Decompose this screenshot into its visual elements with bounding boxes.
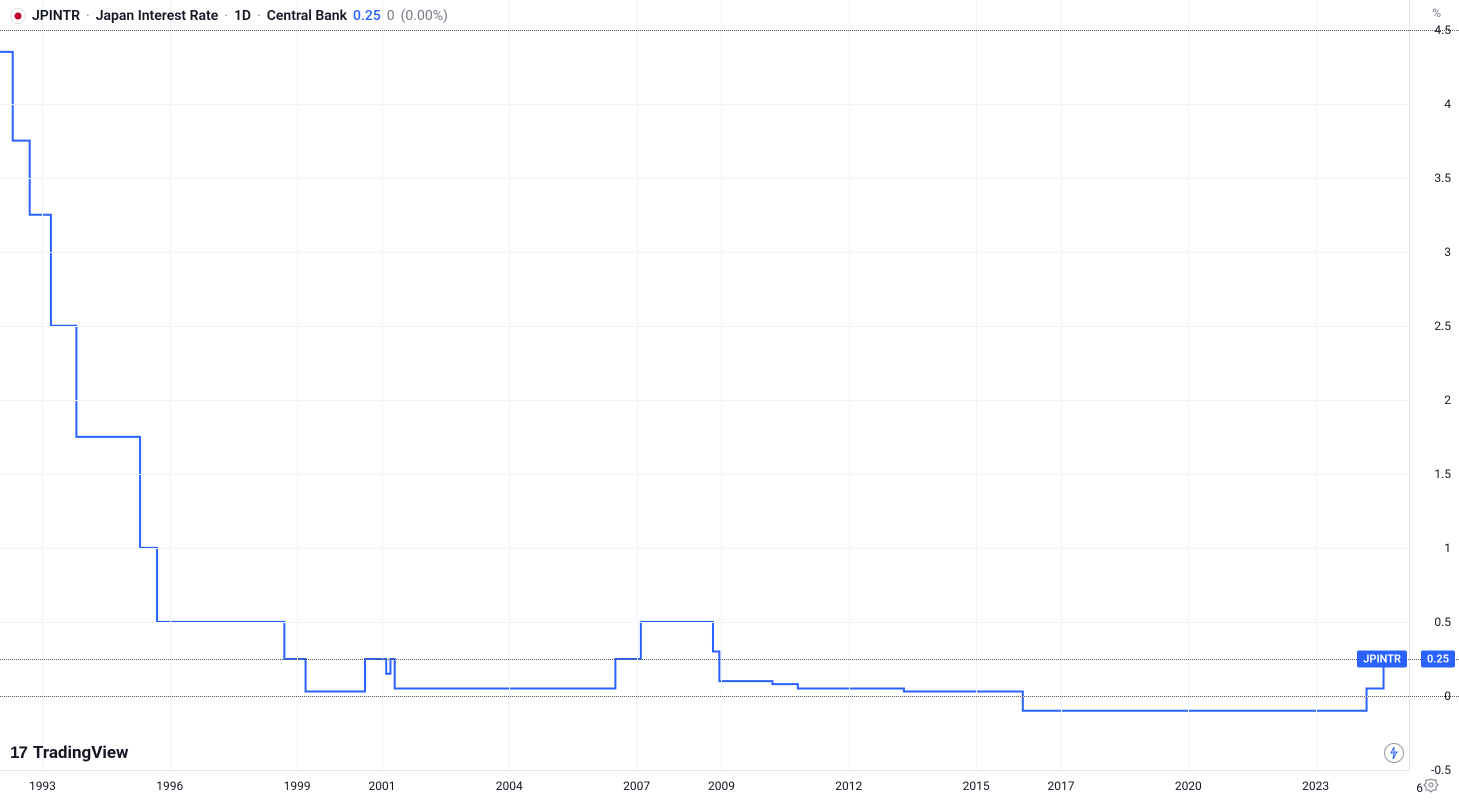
tv-logo-icon: 17 (10, 743, 27, 763)
goto-label[interactable]: 6 (1416, 781, 1423, 795)
x-tick-label: 2009 (708, 779, 735, 793)
gridline-vertical (849, 0, 850, 770)
y-tick-label: 3.5 (1434, 171, 1451, 185)
y-tick-label: 1 (1444, 541, 1451, 555)
x-tick-label: 2020 (1175, 779, 1202, 793)
price-line (0, 0, 1409, 770)
x-tick-label: 2015 (963, 779, 990, 793)
gridline-vertical (509, 0, 510, 770)
gridline-vertical (382, 0, 383, 770)
gridline-horizontal (0, 474, 1409, 475)
y-axis-unit: % (1432, 6, 1441, 20)
ticker-symbol[interactable]: JPINTR (32, 8, 80, 24)
y-tick-label: 4 (1444, 97, 1451, 111)
gridline-vertical (637, 0, 638, 770)
current-price-tag: 0.25 (1421, 650, 1455, 667)
tradingview-watermark: 17 TradingView (10, 743, 129, 763)
y-tick-label: 2 (1444, 393, 1451, 407)
gridline-vertical (1188, 0, 1189, 770)
plot-area[interactable] (0, 0, 1409, 770)
x-tick-label: 2012 (835, 779, 862, 793)
y-tick-label: 4.5 (1434, 23, 1451, 37)
source-label: Central Bank (267, 8, 347, 24)
change-percent: (0.00%) (401, 8, 448, 24)
y-tick-label: 0 (1444, 689, 1451, 703)
x-tick-label: 1999 (284, 779, 311, 793)
reference-line (0, 30, 1459, 31)
y-tick-label: 1.5 (1434, 467, 1451, 481)
watermark-text: TradingView (33, 743, 129, 763)
x-tick-label: 2007 (623, 779, 650, 793)
current-value: 0.25 (353, 8, 381, 24)
gridline-vertical (976, 0, 977, 770)
x-tick-label: 2001 (368, 779, 395, 793)
x-tick-label: 2017 (1047, 779, 1074, 793)
gridline-horizontal (0, 548, 1409, 549)
y-tick-label: 3 (1444, 245, 1451, 259)
x-tick-label: 2004 (496, 779, 523, 793)
y-axis[interactable]: % -0.500.511.522.533.544.50.25 (1409, 0, 1459, 770)
gridline-horizontal (0, 104, 1409, 105)
gridline-horizontal (0, 400, 1409, 401)
gridline-vertical (721, 0, 722, 770)
x-tick-label: 1993 (29, 779, 56, 793)
y-tick-label: 0.5 (1434, 615, 1451, 629)
gridline-vertical (1316, 0, 1317, 770)
ticker-price-tag: JPINTR (1357, 650, 1407, 667)
timeframe-label[interactable]: 1D (234, 8, 251, 24)
gridline-vertical (170, 0, 171, 770)
gridline-vertical (297, 0, 298, 770)
gridline-vertical (1061, 0, 1062, 770)
gridline-horizontal (0, 622, 1409, 623)
y-tick-label: -0.5 (1431, 763, 1451, 777)
flash-icon[interactable] (1384, 743, 1404, 763)
y-tick-label: 2.5 (1434, 319, 1451, 333)
gridline-vertical (42, 0, 43, 770)
x-tick-label: 2023 (1302, 779, 1329, 793)
x-tick-label: 1996 (156, 779, 183, 793)
chart-container: JPINTR · Japan Interest Rate · 1D · Cent… (0, 0, 1459, 803)
reference-line (0, 659, 1459, 660)
gridline-horizontal (0, 252, 1409, 253)
bottom-icons (1384, 743, 1404, 763)
gridline-horizontal (0, 326, 1409, 327)
ticker-description: Japan Interest Rate (96, 8, 219, 24)
settings-icon[interactable] (1423, 777, 1441, 795)
reference-line (0, 696, 1459, 697)
change-absolute: 0 (387, 8, 395, 24)
gridline-horizontal (0, 178, 1409, 179)
x-axis[interactable]: 1993 1996 1999 2001 2004 2007 2009 2012 2015 2017… (0, 770, 1409, 803)
japan-flag-icon (10, 8, 26, 24)
chart-header: JPINTR · Japan Interest Rate · 1D · Cent… (10, 8, 448, 24)
